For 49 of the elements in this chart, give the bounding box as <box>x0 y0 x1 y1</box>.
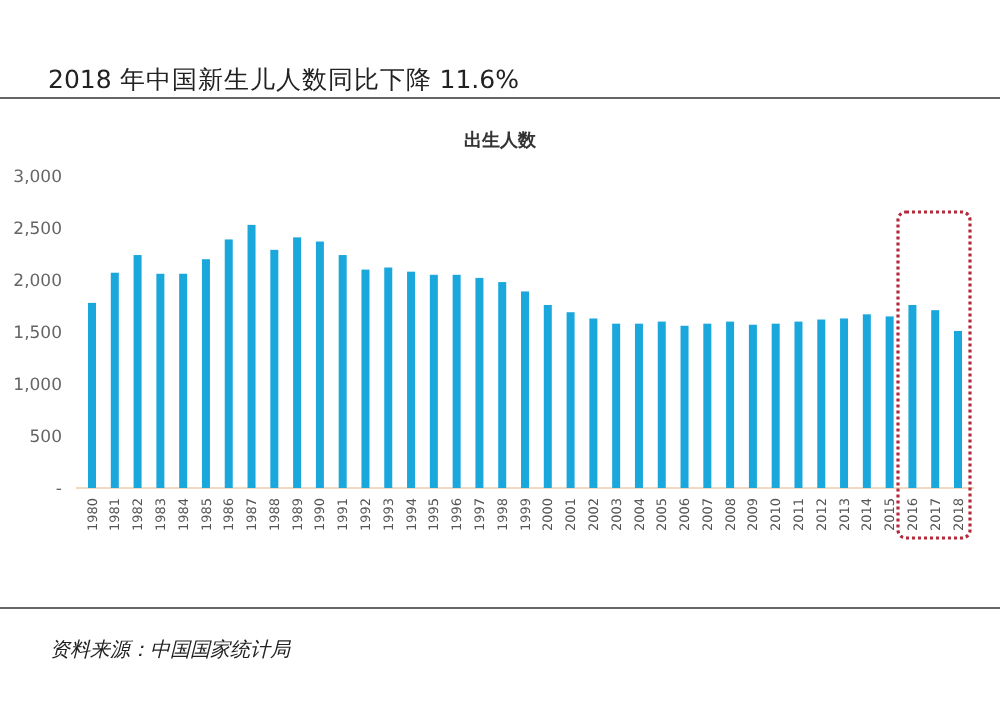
bar <box>452 274 461 488</box>
bar <box>817 319 826 488</box>
bar <box>88 302 96 488</box>
bar <box>315 241 324 488</box>
bar <box>338 255 347 488</box>
bar <box>407 271 416 488</box>
y-tick-label: 500 <box>29 427 62 448</box>
bar <box>201 259 210 488</box>
bar <box>361 269 370 488</box>
bar <box>862 314 871 488</box>
bar <box>247 224 256 488</box>
bar <box>589 318 598 488</box>
bar <box>908 304 917 488</box>
y-tick-label: 2,500 <box>13 219 62 240</box>
bar <box>885 316 894 488</box>
bar <box>680 325 689 488</box>
bar <box>931 310 940 488</box>
bar <box>954 330 962 488</box>
bar <box>224 239 233 488</box>
bar <box>726 321 735 488</box>
bar <box>612 323 621 488</box>
text: 资料来源：中国国家统计局 <box>50 638 292 662</box>
bar <box>429 274 438 488</box>
bar <box>475 277 484 488</box>
y-tick-label: 1,500 <box>13 323 62 344</box>
bar <box>566 312 575 488</box>
bar <box>634 323 643 488</box>
bar <box>293 237 302 488</box>
bar <box>771 323 780 488</box>
bar <box>748 324 757 488</box>
bar <box>156 273 165 488</box>
y-tick-label: 2,000 <box>13 271 62 292</box>
chart-subtitle: 出生人数 <box>464 130 538 152</box>
bar <box>179 273 188 488</box>
bar <box>133 255 142 488</box>
bar <box>703 323 712 488</box>
y-tick-label: 1,000 <box>13 375 62 396</box>
bar <box>840 318 849 488</box>
bar <box>498 282 507 488</box>
y-tick-label: - <box>55 479 62 500</box>
bar <box>270 249 279 488</box>
bar <box>521 291 529 488</box>
bar <box>110 272 119 488</box>
chart-title: 2018 年中国新生儿人数同比下降 11.6% <box>48 64 520 94</box>
bar <box>384 267 393 488</box>
y-tick-label: 3,000 <box>13 167 62 188</box>
bar <box>543 304 552 488</box>
bar <box>794 321 803 488</box>
bar <box>657 321 666 488</box>
